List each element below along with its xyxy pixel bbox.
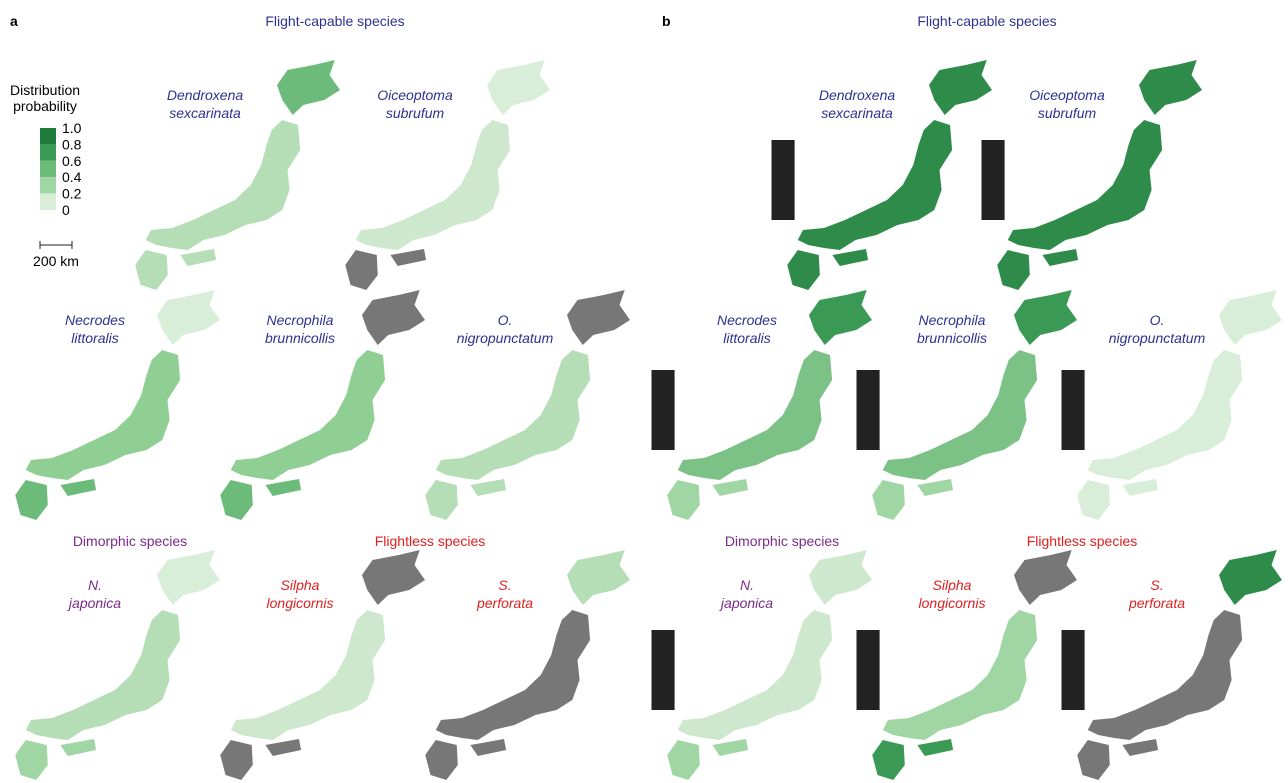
species-name-line: sexcarinata bbox=[821, 105, 893, 121]
species-name-line: japonica bbox=[67, 595, 121, 611]
mainland-mask bbox=[857, 630, 880, 710]
species-name: Oiceoptoma subrufum bbox=[377, 87, 453, 121]
japan-map bbox=[425, 290, 630, 520]
map bbox=[425, 550, 630, 780]
species-name: S. perforata bbox=[476, 577, 533, 611]
species-name-line: subrufum bbox=[386, 105, 445, 121]
species-name-line: Silpha bbox=[281, 577, 320, 593]
japan-map bbox=[220, 550, 425, 780]
species-name-line: longicornis bbox=[919, 595, 986, 611]
figure: a Flight-capable species Dimorphic species… bbox=[0, 0, 1288, 783]
section-heading: Flight-capable species bbox=[917, 13, 1056, 29]
japan-map bbox=[1077, 550, 1282, 780]
legend-tick: 0 bbox=[62, 202, 70, 218]
species-name-line: N. bbox=[740, 577, 754, 593]
species-name-line: nigropunctatum bbox=[1109, 330, 1206, 346]
species-name: Dendroxena sexcarinata bbox=[819, 87, 895, 121]
species-name-line: Oiceoptoma bbox=[377, 87, 453, 103]
species-name: Necrophila brunnicollis bbox=[265, 312, 335, 346]
legend-tick: 0.6 bbox=[62, 153, 82, 169]
legend-tick: 0.2 bbox=[62, 186, 82, 202]
legend-title: probability bbox=[13, 98, 77, 114]
species-name-line: O. bbox=[1150, 312, 1165, 328]
species-name-line: perforata bbox=[1128, 595, 1185, 611]
mainland-mask bbox=[857, 370, 880, 450]
legend-swatch bbox=[40, 194, 56, 210]
japan-map bbox=[872, 550, 1077, 780]
species-name-line: Dendroxena bbox=[819, 87, 895, 103]
species-name-line: Oiceoptoma bbox=[1029, 87, 1105, 103]
species-name-line: perforata bbox=[476, 595, 533, 611]
legend-tick: 0.4 bbox=[62, 169, 82, 185]
section-heading: Dimorphic species bbox=[725, 533, 839, 549]
species-name-line: Necrodes bbox=[717, 312, 777, 328]
scale-bar bbox=[40, 241, 72, 249]
species-name-line: littoralis bbox=[71, 330, 118, 346]
map bbox=[15, 550, 220, 780]
legend-tick: 1.0 bbox=[62, 120, 82, 136]
map bbox=[220, 550, 425, 780]
species-name: Silpha longicornis bbox=[919, 577, 986, 611]
species-name-line: S. bbox=[498, 577, 511, 593]
species-name: Necrodes littoralis bbox=[717, 312, 777, 346]
species-name-line: littoralis bbox=[723, 330, 770, 346]
japan-map bbox=[667, 550, 872, 780]
panel-label: a bbox=[10, 13, 18, 29]
mainland-mask bbox=[772, 140, 795, 220]
species-name: N. japonica bbox=[719, 577, 773, 611]
species-name-line: Necrodes bbox=[65, 312, 125, 328]
species-name-line: Necrophila bbox=[267, 312, 334, 328]
species-name-line: japonica bbox=[719, 595, 773, 611]
scale-bar-label: 200 km bbox=[33, 253, 79, 269]
species-name: Necrodes littoralis bbox=[65, 312, 125, 346]
species-name: Oiceoptoma subrufum bbox=[1029, 87, 1105, 121]
panel-label: b bbox=[662, 13, 671, 29]
species-name: Necrophila brunnicollis bbox=[917, 312, 987, 346]
map bbox=[425, 290, 630, 520]
species-name-line: brunnicollis bbox=[917, 330, 987, 346]
species-name-line: Necrophila bbox=[919, 312, 986, 328]
legend-swatch bbox=[40, 177, 56, 193]
section-heading: Flightless species bbox=[375, 533, 486, 549]
species-name-line: Silpha bbox=[933, 577, 972, 593]
mainland-mask bbox=[1062, 370, 1085, 450]
legend-swatch bbox=[40, 128, 56, 144]
species-name: Silpha longicornis bbox=[267, 577, 334, 611]
japan-map bbox=[1077, 290, 1282, 520]
mainland-mask bbox=[652, 630, 675, 710]
japan-map bbox=[15, 550, 220, 780]
species-name: N. japonica bbox=[67, 577, 121, 611]
species-name-line: brunnicollis bbox=[265, 330, 335, 346]
mainland-mask bbox=[982, 140, 1005, 220]
species-name-line: S. bbox=[1150, 577, 1163, 593]
japan-map bbox=[425, 550, 630, 780]
mainland-mask bbox=[652, 370, 675, 450]
legend-swatch bbox=[40, 161, 56, 177]
legend-tick: 0.8 bbox=[62, 136, 82, 152]
map bbox=[652, 550, 873, 780]
species-name: O. nigropunctatum bbox=[457, 312, 554, 346]
species-name: O. nigropunctatum bbox=[1109, 312, 1206, 346]
species-name-line: subrufum bbox=[1038, 105, 1097, 121]
map bbox=[1062, 290, 1283, 520]
species-name-line: nigropunctatum bbox=[457, 330, 554, 346]
section-heading: Flight-capable species bbox=[265, 13, 404, 29]
species-name-line: sexcarinata bbox=[169, 105, 241, 121]
species-name: S. perforata bbox=[1128, 577, 1185, 611]
species-name-line: N. bbox=[88, 577, 102, 593]
species-name: Dendroxena sexcarinata bbox=[167, 87, 243, 121]
section-heading: Dimorphic species bbox=[73, 533, 187, 549]
species-name-line: O. bbox=[498, 312, 513, 328]
map bbox=[1062, 550, 1283, 780]
legend-title: Distribution bbox=[10, 82, 80, 98]
species-name-line: longicornis bbox=[267, 595, 334, 611]
legend-swatch bbox=[40, 144, 56, 160]
species-name-line: Dendroxena bbox=[167, 87, 243, 103]
mainland-mask bbox=[1062, 630, 1085, 710]
section-heading: Flightless species bbox=[1027, 533, 1138, 549]
